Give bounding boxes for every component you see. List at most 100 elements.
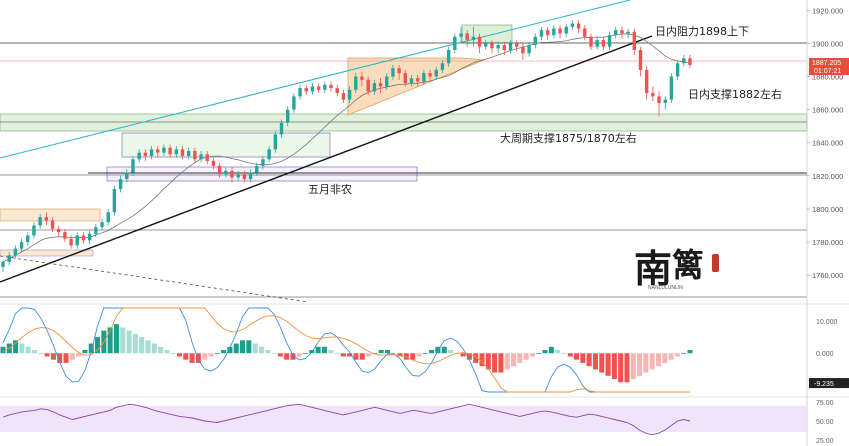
candle-body xyxy=(552,28,556,36)
macd-bar xyxy=(353,353,359,360)
macd-bar xyxy=(170,353,176,355)
macd-bar xyxy=(485,353,491,370)
macd-bar xyxy=(265,350,271,354)
candle-body xyxy=(644,69,649,94)
dashed-trend xyxy=(0,255,309,303)
macd-bar xyxy=(687,350,693,354)
candle-body xyxy=(100,222,104,228)
macd-bar xyxy=(315,346,321,354)
candle-body xyxy=(286,109,290,123)
candle-body xyxy=(205,154,209,161)
candle-body xyxy=(638,50,643,70)
current-price-badge xyxy=(809,58,849,75)
candle-body xyxy=(38,217,42,226)
candle-body xyxy=(75,235,79,246)
macd-bar xyxy=(120,327,126,354)
candle-body xyxy=(570,23,575,27)
candle-body xyxy=(298,88,302,97)
candle-body xyxy=(149,149,154,156)
macd-bar xyxy=(511,353,517,367)
macd-bar xyxy=(504,353,510,370)
macd-bar xyxy=(567,353,573,357)
macd-bar xyxy=(643,353,649,373)
left-orange-box-2 xyxy=(0,249,94,257)
macd-bar xyxy=(561,353,567,355)
macd-bar xyxy=(662,353,668,363)
macd-bar xyxy=(655,353,662,367)
candle-body xyxy=(242,174,247,180)
candle-body xyxy=(57,228,61,233)
macd-bar xyxy=(611,353,617,380)
macd-bar xyxy=(460,353,466,357)
candle-body xyxy=(385,76,389,87)
candle-body xyxy=(112,189,117,213)
candle-body xyxy=(607,35,612,47)
candle-body xyxy=(415,78,420,82)
macd-bar xyxy=(624,353,630,383)
candle-body xyxy=(255,165,259,173)
macd-bar xyxy=(151,343,157,354)
macd-bar xyxy=(366,353,372,357)
macd-bar xyxy=(183,353,189,360)
candle-body xyxy=(118,179,123,190)
candle-body xyxy=(391,68,395,77)
candle-body xyxy=(310,86,315,92)
svg-text:篱: 篱 xyxy=(672,246,704,284)
candle-body xyxy=(224,170,228,175)
candle-body xyxy=(81,235,86,241)
nfp-box xyxy=(106,166,418,182)
candle-body xyxy=(137,152,141,160)
price-tick-label: 1780.000 xyxy=(812,238,843,247)
candle-body xyxy=(601,40,606,47)
macd-axis: 10.000 0.000 -9.235 xyxy=(809,319,849,389)
macd-bar xyxy=(214,353,220,355)
macd-bar xyxy=(498,353,504,373)
macd-bar xyxy=(271,353,277,355)
macd-bar xyxy=(69,353,75,360)
candle-body xyxy=(651,93,655,97)
candle-body xyxy=(329,84,333,89)
candle-body xyxy=(69,238,73,246)
macd-bar xyxy=(473,353,479,363)
candle-body xyxy=(236,174,240,178)
candle-body xyxy=(360,76,364,80)
candle-body xyxy=(576,23,581,29)
candle-body xyxy=(471,36,476,41)
macd-bar xyxy=(233,343,239,354)
macd-signal-line xyxy=(2,307,690,393)
macd-bar xyxy=(599,353,605,373)
macd-bar xyxy=(221,350,227,354)
candle-body xyxy=(663,99,667,103)
candle-body xyxy=(273,134,278,150)
macd-bar xyxy=(113,324,119,354)
macd-bar xyxy=(668,353,674,360)
countdown: 01:07:21 xyxy=(814,68,841,75)
macd-bar xyxy=(649,353,655,370)
macd-tick-label: 10.000 xyxy=(816,319,838,326)
macd-bar xyxy=(340,353,346,357)
candle-body xyxy=(347,89,352,100)
macd-tick-label: -9.235 xyxy=(814,381,834,388)
nfp-label: 五月非农 xyxy=(308,182,352,196)
candle-body xyxy=(688,58,692,65)
candle-body xyxy=(87,233,92,241)
macd-bar xyxy=(630,353,636,380)
macd-bar xyxy=(44,353,50,357)
candle-body xyxy=(397,68,401,74)
candle-body xyxy=(168,147,172,155)
macd-bar xyxy=(441,346,447,354)
candle-body xyxy=(44,217,49,221)
candle-body xyxy=(7,255,11,262)
macd-bar xyxy=(529,353,535,357)
candle-body xyxy=(106,212,110,223)
macd-bar xyxy=(139,337,145,354)
svg-text:南: 南 xyxy=(634,246,672,291)
macd-bar xyxy=(447,350,454,354)
candle-body xyxy=(539,30,544,37)
candle-body xyxy=(248,172,253,180)
macd-bar xyxy=(580,353,586,363)
candle-body xyxy=(32,225,36,236)
candle-body xyxy=(292,96,296,110)
weekly-support-label: 大周期支撑1875/1870左右 xyxy=(500,131,637,145)
